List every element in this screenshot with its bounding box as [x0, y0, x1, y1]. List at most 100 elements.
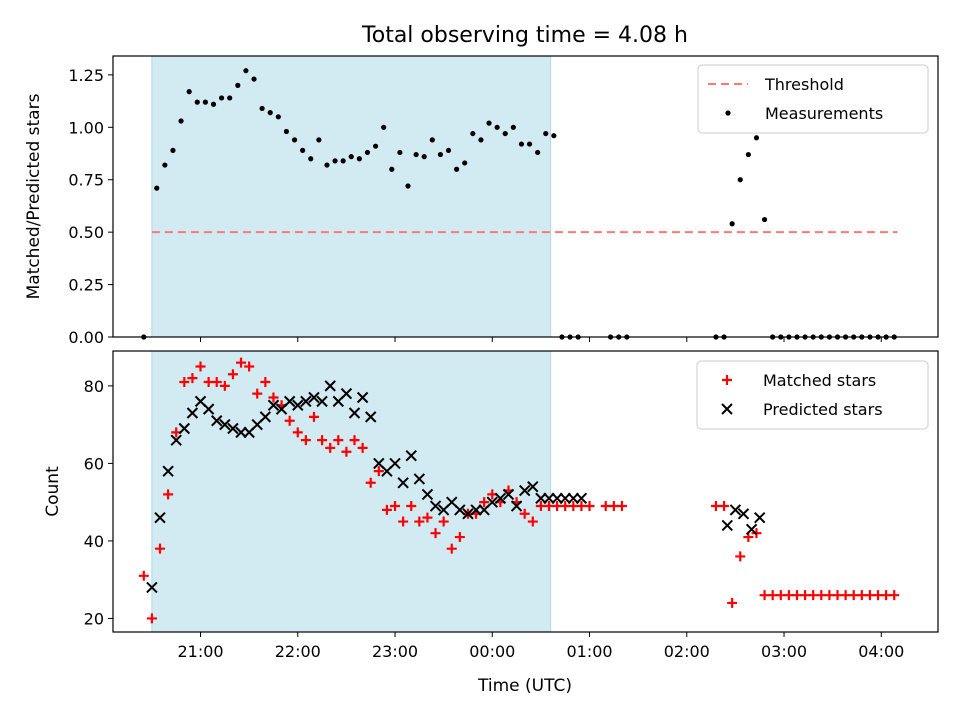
predicted-star-point — [567, 492, 580, 504]
measurement-point — [729, 221, 735, 227]
measurement-point — [372, 143, 379, 149]
matched-star-point — [584, 501, 595, 512]
matched-star-point — [454, 532, 465, 543]
measurement-point — [526, 141, 533, 147]
measurement-point — [316, 137, 322, 143]
predicted-star-point — [389, 457, 401, 470]
legend-matched-label: Matched stars — [763, 371, 876, 390]
measurement-point — [761, 216, 768, 223]
measurement-point — [235, 82, 241, 88]
measurement-point — [510, 124, 516, 130]
predicted-star-point — [543, 492, 555, 504]
matched-star-point — [398, 516, 409, 527]
matched-star-point — [292, 427, 303, 438]
predicted-star-point — [454, 504, 466, 516]
measurement-point — [745, 151, 751, 158]
predicted-star-point — [502, 488, 515, 501]
observing-window-shade — [151, 350, 552, 633]
count-ytick-label: 40 — [84, 532, 104, 551]
matched-star-point — [735, 551, 746, 562]
predicted-star-point — [421, 488, 434, 501]
predicted-star-point — [721, 519, 734, 532]
matched-star-point — [349, 435, 360, 446]
matched-star-point — [727, 597, 738, 608]
matched-star-point — [373, 466, 384, 477]
measurement-point — [251, 76, 257, 82]
matched-star-point — [422, 512, 433, 523]
matched-star-point — [357, 442, 368, 453]
predicted-star-point — [162, 465, 174, 477]
measurement-point — [291, 137, 298, 143]
measurement-point — [454, 166, 460, 172]
measurement-point — [381, 124, 387, 130]
measurement-point — [348, 154, 354, 160]
matched-star-point — [406, 501, 417, 512]
ratio-ytick-label: 0.75 — [68, 171, 104, 190]
matched-star-point — [146, 613, 157, 624]
measurement-point — [413, 151, 419, 158]
predicted-star-point — [551, 492, 563, 504]
measurement-point — [227, 95, 233, 101]
measurement-point — [445, 147, 452, 153]
predicted-star-point — [178, 422, 191, 435]
measurement-point — [421, 154, 427, 160]
measurement-point — [186, 89, 192, 95]
matched-star-point — [195, 361, 206, 372]
measurement-point — [437, 151, 444, 158]
legend-frame — [696, 360, 929, 430]
matched-star-point — [163, 489, 174, 500]
matched-star-point — [325, 442, 336, 453]
count-xtick-label: 01:00 — [566, 642, 612, 661]
measurement-point — [300, 147, 306, 153]
matched-star-point — [268, 392, 279, 403]
ratio-ytick-label: 1.00 — [68, 118, 104, 137]
predicted-star-point — [527, 480, 539, 493]
measurement-point — [259, 105, 265, 112]
predicted-star-point — [356, 391, 369, 404]
matched-star-point — [227, 369, 238, 380]
measurement-point — [502, 130, 508, 137]
matched-star-point — [479, 497, 490, 508]
measurement-point — [462, 160, 468, 166]
legend-threshold-label: Threshold — [764, 75, 844, 94]
predicted-star-point — [413, 473, 426, 485]
legend-measurement-swatch — [725, 110, 731, 116]
predicted-star-point — [559, 492, 571, 504]
predicted-star-point — [737, 508, 750, 520]
measurement-point — [429, 137, 435, 143]
measurement-point — [308, 156, 314, 162]
count-xtick-label: 04:00 — [858, 642, 904, 661]
measurement-point — [535, 149, 541, 156]
legend-measurement-label: Measurements — [765, 104, 883, 123]
matched-star-point — [414, 516, 425, 527]
predicted-star-point — [429, 500, 442, 512]
count-panel-xlabel: Time (UTC) — [477, 676, 572, 696]
predicted-star-point — [470, 504, 482, 516]
matched-star-point — [219, 380, 230, 391]
matched-star-point — [244, 361, 255, 372]
chart-title: Total observing time = 4.08 h — [361, 23, 688, 48]
predicted-star-point — [575, 492, 588, 504]
predicted-star-point — [535, 492, 547, 504]
legend-frame — [697, 64, 929, 134]
legend-matched-swatch — [722, 375, 732, 385]
predicted-star-point — [397, 477, 409, 489]
predicted-star-point — [219, 418, 231, 431]
matched-star-point — [236, 357, 247, 368]
predicted-star-point — [518, 484, 531, 497]
matched-star-point — [719, 501, 730, 512]
measurement-point — [340, 158, 346, 164]
measurement-point — [405, 183, 411, 189]
count-legend: Matched stars Predicted stars — [696, 360, 929, 430]
matched-star-point — [260, 377, 271, 388]
predicted-star-point — [259, 411, 272, 423]
measurement-point — [551, 133, 557, 139]
ratio-ytick-label: 0.00 — [68, 328, 104, 347]
measurement-point — [543, 130, 549, 137]
predicted-star-point — [283, 395, 296, 408]
measurement-point — [332, 158, 338, 164]
predicted-star-point — [154, 511, 166, 524]
matched-star-point — [438, 516, 449, 527]
matched-star-point — [616, 501, 627, 512]
